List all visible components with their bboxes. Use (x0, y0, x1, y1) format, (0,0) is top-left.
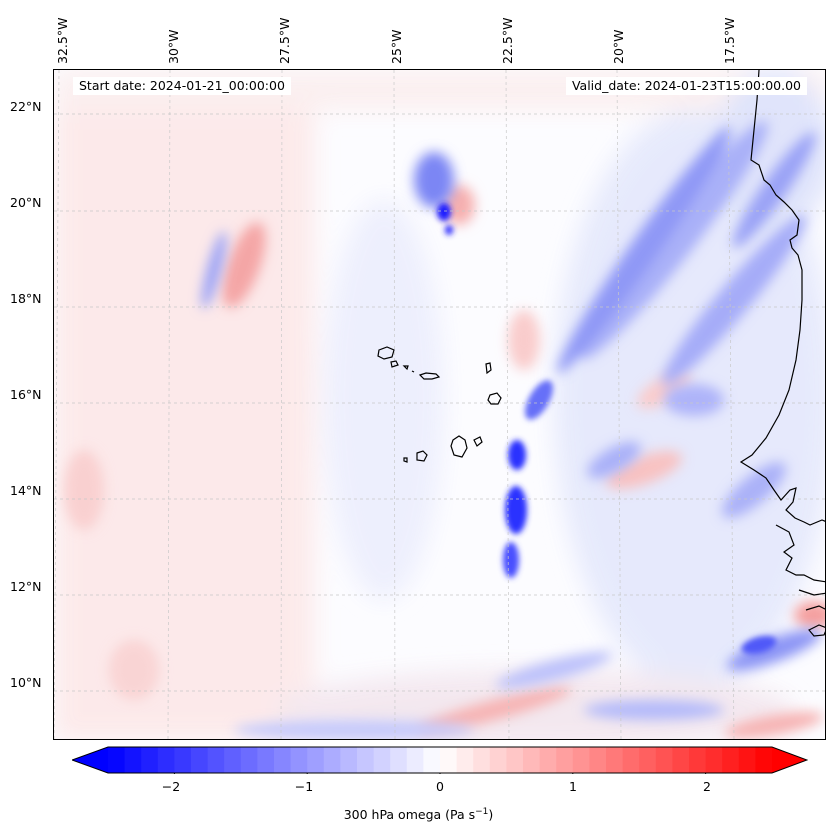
colorbar-cell (290, 747, 308, 773)
colorbar-cell (440, 747, 458, 773)
colorbar-cell (589, 747, 607, 773)
colorbar-cell (357, 747, 375, 773)
lat-label-20N: 20°N (10, 195, 42, 210)
colorbar-cell (157, 747, 175, 773)
colorbar-cell (224, 747, 242, 773)
colorbar-cell (257, 747, 275, 773)
lat-label-10N: 10°N (10, 675, 42, 690)
colorbar-ticks (173, 773, 707, 774)
colorbar-cell (755, 747, 773, 773)
colorbar-extend-high (772, 747, 807, 773)
colorbar-cell (722, 747, 740, 773)
colorbar-cell (639, 747, 657, 773)
negative-omega-areas (201, 121, 822, 739)
colorbar-label: 300 hPa omega (Pa s−1) (343, 807, 494, 823)
colorbar-cell (655, 747, 673, 773)
colorbar-tick-2: 2 (703, 779, 711, 794)
lon-label-22.5W: 22.5°W (500, 17, 515, 64)
positive-omega-areas (64, 185, 825, 739)
colorbar-outline (72, 746, 808, 774)
colorbar-cell (124, 747, 142, 773)
colorbar-cell (406, 747, 424, 773)
colorbar-tick-0: 0 (436, 779, 444, 794)
lon-label-30W: 30°W (166, 29, 181, 64)
colorbar-cell (191, 747, 209, 773)
colorbar-cell (390, 747, 408, 773)
colorbar-cell (373, 747, 391, 773)
colorbar-cell (340, 747, 358, 773)
graticule (54, 70, 825, 739)
colorbar-cell (174, 747, 192, 773)
colorbar-cell (539, 747, 557, 773)
lat-label-18N: 18°N (10, 291, 42, 306)
colorbar-tick-1: 1 (569, 779, 577, 794)
colorbar-cell (141, 747, 159, 773)
colorbar-cell (672, 747, 690, 773)
colorbar-cell (506, 747, 524, 773)
colorbar-cells (72, 747, 807, 773)
colorbar-cell (207, 747, 225, 773)
colorbar-cell (738, 747, 756, 773)
lat-label-16N: 16°N (10, 387, 42, 402)
colorbar-cell (423, 747, 441, 773)
colorbar-cell (705, 747, 723, 773)
colorbar-cell (456, 747, 474, 773)
colorbar-cell (523, 747, 541, 773)
lon-label-20W: 20°W (611, 29, 626, 64)
colorbar-extend-low (72, 747, 108, 773)
colorbar-cell (606, 747, 624, 773)
colorbar-cell (622, 747, 640, 773)
colorbar-cell (240, 747, 258, 773)
colorbar-cell (572, 747, 590, 773)
colorbar-cell (274, 747, 292, 773)
map-panel (53, 69, 826, 740)
start-date-label: Start date: 2024-01-21_00:00:00 (73, 77, 291, 95)
colorbar (72, 746, 808, 774)
lat-label-14N: 14°N (10, 483, 42, 498)
lat-label-22N: 22°N (10, 99, 42, 114)
omega-field-map (54, 70, 825, 739)
colorbar-cell (689, 747, 707, 773)
lat-label-12N: 12°N (10, 579, 42, 594)
colorbar-cell (556, 747, 574, 773)
valid-date-label: Valid_date: 2024-01-23T15:00:00.00 (565, 77, 807, 95)
strong-ascent-cores (437, 203, 777, 655)
colorbar-cell (323, 747, 341, 773)
colorbar-tick-minus2: −2 (161, 779, 181, 794)
lon-label-17.5W: 17.5°W (722, 17, 737, 64)
colorbar-cell (489, 747, 507, 773)
coastline (377, 70, 825, 637)
lon-label-32.5W: 32.5°W (55, 17, 70, 64)
lon-label-25W: 25°W (389, 29, 404, 64)
lon-label-27.5W: 27.5°W (277, 17, 292, 64)
colorbar-cell (108, 747, 126, 773)
colorbar-tick-minus1: −1 (294, 779, 314, 794)
colorbar-cell (473, 747, 491, 773)
colorbar-cell (307, 747, 325, 773)
